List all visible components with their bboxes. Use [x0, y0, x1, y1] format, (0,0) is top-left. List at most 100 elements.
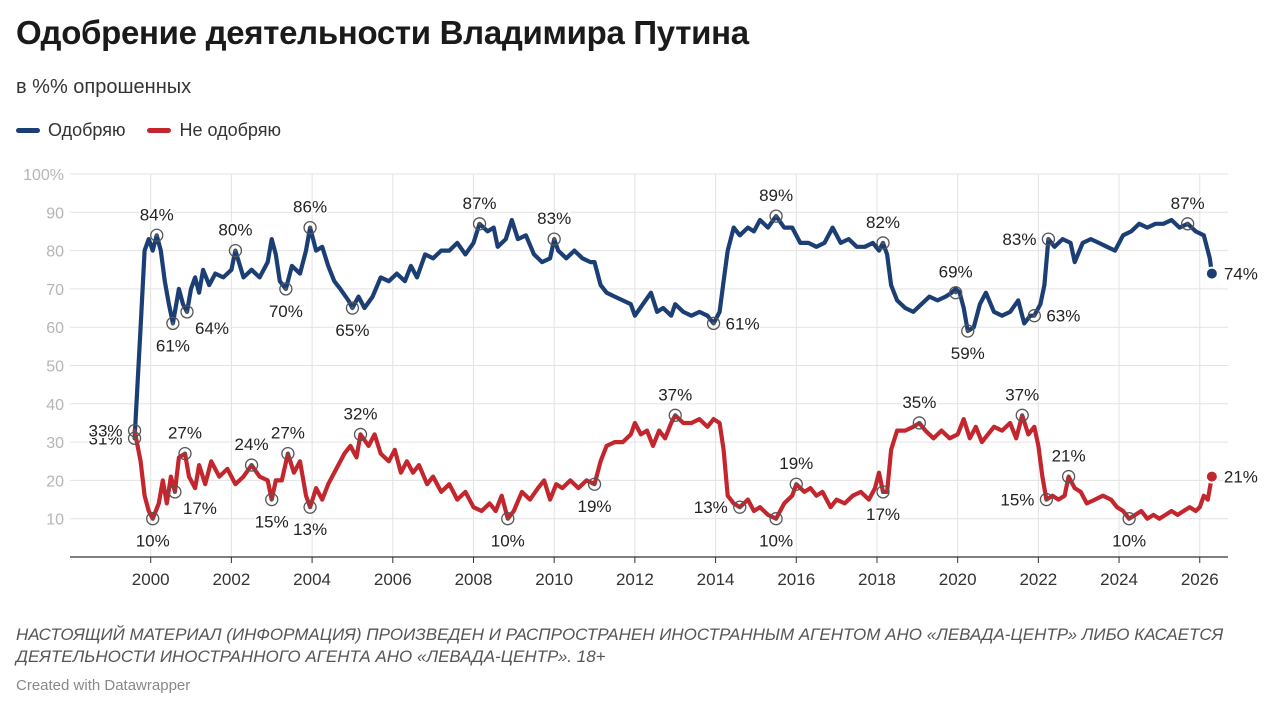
data-label: 84%: [140, 205, 174, 224]
data-point-marker: [166, 316, 180, 331]
data-point-marker: [547, 232, 561, 246]
data-point-dot: [171, 321, 175, 325]
data-label: 37%: [658, 385, 692, 404]
data-point-marker: [789, 477, 803, 491]
data-point-dot: [183, 451, 187, 456]
data-label: 74%: [1224, 265, 1258, 284]
data-label: 87%: [1171, 194, 1205, 213]
data-point-marker: [228, 243, 243, 258]
y-tick-label: 50: [46, 359, 64, 376]
data-point-dot: [506, 517, 510, 521]
data-point-dot: [249, 463, 254, 467]
data-label: 15%: [255, 513, 289, 532]
data-label: 33%: [89, 422, 123, 441]
data-point-marker: [281, 446, 295, 461]
data-point-dot: [132, 436, 137, 440]
legend-label-approve: Одобряю: [48, 120, 126, 140]
data-point-dot: [1020, 413, 1024, 417]
data-label: 35%: [902, 393, 936, 412]
data-point-dot: [173, 490, 177, 494]
x-tick-label: 2022: [1019, 570, 1057, 589]
data-label: 10%: [491, 532, 525, 551]
data-point-dot: [477, 222, 482, 226]
data-point-dot: [954, 291, 958, 295]
data-point-dot: [774, 517, 778, 521]
legend-swatch-approve: [16, 128, 40, 133]
data-label: 31%: [89, 429, 123, 448]
data-label: 13%: [694, 498, 728, 517]
y-tick-label: 60: [46, 320, 64, 337]
data-point-marker: [912, 416, 926, 430]
legend-label-disapprove: Не одобряю: [179, 120, 281, 140]
y-tick-label: 70: [46, 282, 64, 299]
data-point-dot: [592, 482, 597, 486]
chart-title: Одобрение деятельности Владимира Путина: [16, 14, 749, 51]
data-point-marker: [587, 477, 602, 491]
data-point-marker: [961, 324, 975, 338]
data-point-dot: [350, 306, 355, 310]
data-point-marker: [279, 282, 293, 296]
data-point-dot: [1032, 314, 1036, 318]
data-label: 15%: [1000, 491, 1034, 510]
x-tick-label: 2016: [777, 570, 815, 589]
data-label: 83%: [537, 209, 571, 228]
y-tick-label: 20: [46, 473, 64, 490]
y-tick-label: 10: [46, 512, 64, 529]
data-label: 10%: [759, 532, 793, 551]
data-point-dot: [711, 321, 716, 325]
data-label: 21%: [1052, 447, 1086, 466]
data-point-dot: [1044, 497, 1049, 502]
data-point-marker: [769, 209, 783, 223]
data-point-marker: [733, 500, 747, 514]
x-tick-label: 2026: [1181, 570, 1219, 589]
data-label: 17%: [866, 505, 900, 524]
data-label: 17%: [183, 499, 217, 518]
y-tick-label: 90: [46, 205, 64, 222]
data-point-marker: [146, 512, 160, 526]
data-label: 65%: [335, 321, 369, 340]
data-label: 19%: [578, 497, 612, 516]
data-point-dot: [132, 429, 137, 433]
data-point-dot: [151, 517, 155, 521]
legend-swatch-disapprove: [147, 128, 172, 133]
data-point-marker: [948, 286, 963, 300]
data-label: 87%: [463, 194, 497, 213]
data-point-marker: [150, 228, 164, 242]
data-point-dot: [774, 214, 778, 218]
data-label: 24%: [235, 435, 269, 454]
data-point-marker: [180, 305, 194, 319]
end-point-marker: [1204, 469, 1219, 484]
x-tick-label: 2014: [697, 570, 735, 589]
data-label: 10%: [136, 532, 170, 551]
data-point-marker: [353, 427, 368, 442]
data-label: 19%: [779, 454, 813, 473]
data-point-dot: [881, 241, 885, 245]
data-point-dot: [1127, 517, 1131, 521]
data-label: 10%: [1112, 532, 1146, 551]
y-tick-label: 80: [46, 244, 64, 261]
credit-text: Created with Datawrapper: [16, 677, 191, 694]
data-point-dot: [738, 505, 742, 509]
data-point-dot: [1046, 237, 1051, 241]
legend-item-disapprove: Не одобряю: [147, 120, 281, 141]
data-label: 89%: [759, 186, 793, 205]
x-tick-label: 2006: [374, 570, 412, 589]
data-point-marker: [769, 512, 783, 526]
y-tick-label: 30: [46, 435, 64, 452]
data-point-dot: [1186, 222, 1190, 226]
data-label: 59%: [951, 344, 985, 363]
data-point-marker: [668, 408, 682, 422]
data-point-marker: [127, 431, 142, 445]
data-point-marker: [1181, 217, 1195, 231]
data-point-dot: [917, 421, 921, 425]
x-tick-label: 2010: [535, 570, 573, 589]
chart-subtitle: в %% опрошенных: [16, 76, 192, 98]
data-label: 86%: [293, 198, 327, 217]
data-point-marker: [345, 301, 360, 315]
x-tick-label: 2000: [132, 570, 170, 589]
data-point-dot: [881, 490, 885, 494]
data-point-dot: [673, 413, 677, 417]
data-point-dot: [552, 237, 556, 241]
data-point-marker: [303, 220, 317, 235]
